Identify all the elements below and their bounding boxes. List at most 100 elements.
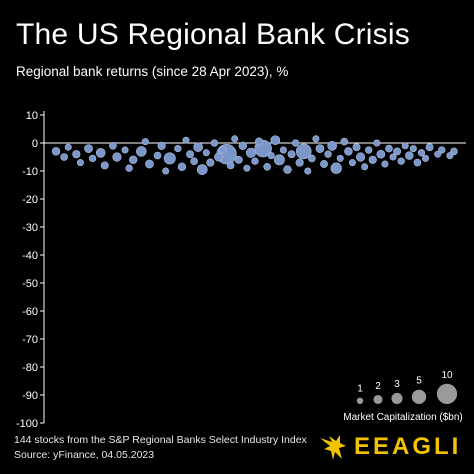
bank-bubble: [308, 154, 316, 163]
bank-bubble: [312, 135, 320, 143]
bank-bubble: [385, 144, 393, 153]
bank-bubble: [291, 139, 300, 147]
bank-bubble: [251, 157, 259, 165]
bank-bubble: [340, 137, 349, 146]
brand-logo: EEAGLI: [318, 432, 461, 462]
bank-bubble: [263, 162, 271, 171]
bank-bubble: [157, 141, 166, 150]
bank-bubble: [270, 135, 281, 146]
bank-bubble: [413, 158, 422, 167]
size-legend-circle: [373, 394, 383, 404]
bank-bubble: [304, 167, 312, 175]
y-tick-label: 0: [32, 138, 38, 150]
bank-bubble: [196, 164, 208, 175]
bank-bubble: [355, 152, 366, 162]
bank-bubble: [373, 139, 381, 147]
bank-bubble: [112, 152, 122, 162]
bank-bubble: [348, 159, 356, 167]
bank-bubble: [109, 141, 117, 150]
size-legend-label: 3: [394, 379, 400, 390]
bubble-layer: [51, 135, 458, 175]
bank-bubble: [273, 154, 285, 166]
bank-bubble: [324, 150, 332, 158]
y-tick-label: 10: [26, 110, 38, 122]
bank-bubble: [186, 150, 194, 159]
bank-bubble: [174, 144, 182, 153]
size-legend-label: 5: [416, 376, 422, 387]
bank-bubble: [365, 146, 373, 154]
bank-bubble: [153, 151, 162, 160]
bank-bubble: [376, 149, 386, 159]
bank-bubble: [267, 152, 275, 160]
bank-bubble: [95, 147, 106, 158]
bank-bubble: [193, 142, 203, 153]
bank-bubble: [397, 157, 405, 165]
bank-bubble: [315, 144, 325, 153]
y-tick-label: -30: [22, 222, 38, 234]
bank-bubble: [84, 144, 93, 153]
eagle-icon: [320, 435, 346, 460]
size-legend-circle: [411, 389, 427, 404]
bank-bubble: [64, 143, 72, 151]
bank-bubble: [295, 143, 312, 160]
bank-bubble: [182, 136, 190, 144]
bank-bubble: [128, 155, 138, 165]
bank-bubble: [162, 167, 170, 175]
bank-bubble: [336, 154, 344, 162]
bank-bubble: [51, 147, 61, 156]
bank-bubble: [243, 164, 251, 172]
bank-bubble: [177, 162, 187, 172]
bank-bubble: [202, 149, 210, 157]
bank-bubble: [352, 143, 361, 152]
bank-bubble: [231, 135, 239, 143]
bank-bubble: [190, 157, 198, 166]
y-tick-label: -50: [22, 278, 38, 290]
bank-bubble: [405, 151, 414, 160]
bank-bubble: [72, 150, 81, 159]
bank-bubble: [245, 147, 256, 158]
bank-bubble: [234, 155, 243, 164]
bank-bubble: [434, 150, 442, 158]
bank-bubble: [381, 160, 389, 168]
bank-bubble: [238, 141, 248, 151]
size-legend-circle: [356, 397, 364, 404]
bank-bubble: [60, 153, 68, 161]
bank-bubble: [287, 150, 296, 159]
size-legend-label: 1: [357, 384, 363, 395]
bank-bubble: [254, 137, 264, 146]
bank-bubble: [330, 162, 342, 174]
bank-bubble: [295, 158, 304, 167]
y-tick-label: -80: [22, 362, 38, 374]
bank-bubble: [389, 153, 397, 161]
y-axis: 10 0 -10 -20 -30 -40 -50 -60 -70 -80 -90 -100: [16, 110, 466, 430]
bank-bubble: [425, 143, 434, 152]
bank-bubble: [136, 146, 147, 157]
bank-bubble: [344, 147, 353, 156]
size-legend-label: 2: [375, 381, 381, 392]
bank-bubble: [141, 138, 149, 146]
footnote-index: 144 stocks from the S&P Regional Banks S…: [14, 434, 307, 446]
bank-bubble: [125, 164, 133, 172]
bank-bubble: [320, 160, 328, 168]
size-legend-circle: [436, 383, 458, 404]
size-legend: 1 2 3 5 10 Market Capitalization ($bn): [343, 370, 463, 423]
bank-bubble: [206, 158, 215, 167]
bank-bubble: [393, 147, 402, 156]
bank-bubble: [210, 139, 219, 147]
size-legend-circle: [391, 392, 403, 404]
brand-name: EEAGLI: [354, 433, 462, 460]
bank-bubble: [401, 142, 409, 150]
bank-bubble: [76, 159, 84, 167]
bank-bubble: [214, 152, 223, 162]
y-tick-label: -40: [22, 250, 38, 262]
y-tick-label: -70: [22, 334, 38, 346]
bank-bubble: [361, 163, 369, 171]
bank-bubble: [446, 152, 454, 160]
bank-bubble: [409, 145, 417, 153]
bank-bubble: [417, 149, 426, 157]
chart-title: The US Regional Bank Crisis: [16, 18, 410, 51]
bank-bubble: [226, 161, 235, 170]
bank-bubble: [145, 159, 154, 169]
bank-bubble: [121, 146, 129, 154]
